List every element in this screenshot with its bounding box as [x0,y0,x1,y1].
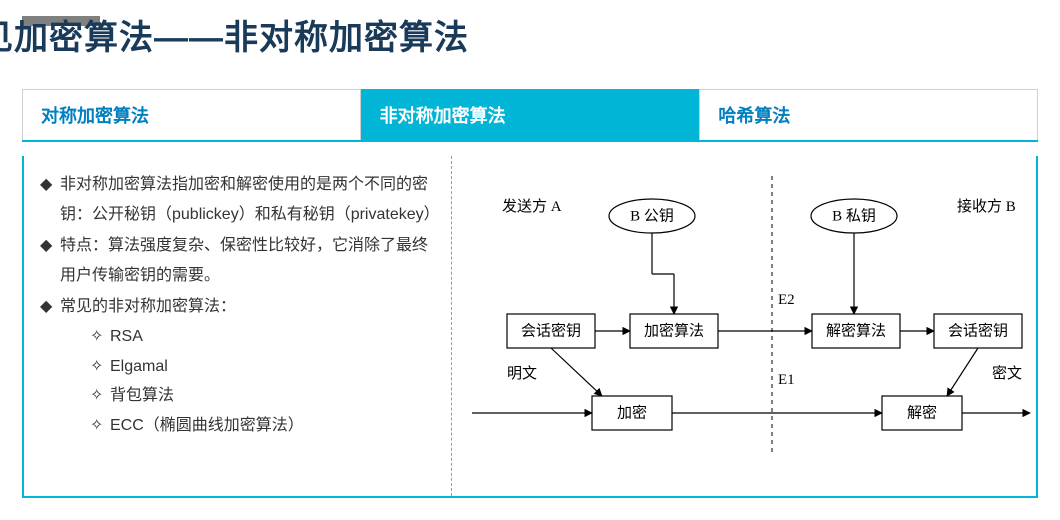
label-pubkey: B 公钥 [630,207,674,224]
sub-list: ✧ RSA ✧ Elgamal ✧ 背包算法 ✧ ECC（椭圆曲线加密算法） [90,322,435,440]
page-title: 常见加密算法——非对称加密算法 [0,10,960,59]
bullet-text: 特点：算法强度复杂、保密性比较好，它消除了最终用户传输密钥的需要。 [60,231,435,292]
bullet-text: 常见的非对称加密算法： [60,292,236,322]
label-session-key-right: 会话密钥 [948,322,1008,339]
tab-symmetric[interactable]: 对称加密算法 [22,89,361,140]
list-item: ✧ RSA [90,322,435,352]
label-plaintext: 明文 [507,365,537,382]
list-item: ✧ 背包算法 [90,381,435,411]
label-receiver: 接收方 B [957,198,1016,215]
label-ciphertext: 密文 [992,365,1022,382]
edge [947,348,978,396]
flow-diagram: 发送方 A 接收方 B B 公钥 B 私钥 会话密钥 加密算法 解密算法 会话密… [452,156,1036,496]
bullet-item: ◆ 非对称加密算法指加密和解密使用的是两个不同的密钥：公开秘钥（publicke… [40,170,435,231]
sub-marker: ✧ [90,411,110,441]
text-column: ◆ 非对称加密算法指加密和解密使用的是两个不同的密钥：公开秘钥（publicke… [24,156,452,496]
sub-text: RSA [110,322,143,352]
label-privkey: B 私钥 [832,207,876,224]
sub-marker: ✧ [90,381,110,411]
bullet-marker: ◆ [40,231,60,292]
sub-marker: ✧ [90,352,110,382]
content-panel: ◆ 非对称加密算法指加密和解密使用的是两个不同的密钥：公开秘钥（publicke… [22,156,1038,498]
bullet-text: 非对称加密算法指加密和解密使用的是两个不同的密钥：公开秘钥（publickey）… [60,170,435,231]
slide-root: 常见加密算法——非对称加密算法 对称加密算法 非对称加密算法 哈希算法 ◆ 非对… [0,0,1060,520]
bullet-item: ◆ 特点：算法强度复杂、保密性比较好，它消除了最终用户传输密钥的需要。 [40,231,435,292]
sub-marker: ✧ [90,322,110,352]
tab-bar: 对称加密算法 非对称加密算法 哈希算法 [22,89,1038,142]
label-e2: E2 [778,292,795,308]
sub-text: ECC（椭圆曲线加密算法） [110,411,304,441]
bullet-marker: ◆ [40,170,60,231]
bullet-item: ◆ 常见的非对称加密算法： [40,292,435,322]
label-sender: 发送方 A [502,198,562,215]
sub-text: 背包算法 [110,381,174,411]
sub-text: Elgamal [110,352,168,382]
label-e1: E1 [778,372,795,388]
label-decrypt-alg: 解密算法 [826,321,886,339]
list-item: ✧ Elgamal [90,352,435,382]
label-decrypt: 解密 [907,404,937,421]
bullet-marker: ◆ [40,292,60,322]
tab-hash[interactable]: 哈希算法 [699,89,1038,140]
list-item: ✧ ECC（椭圆曲线加密算法） [90,411,435,441]
tab-asymmetric[interactable]: 非对称加密算法 [361,89,700,140]
label-encrypt-alg: 加密算法 [644,321,704,339]
label-session-key-left: 会话密钥 [521,322,581,339]
edge [551,348,602,396]
label-encrypt: 加密 [617,404,647,421]
diagram-column: 发送方 A 接收方 B B 公钥 B 私钥 会话密钥 加密算法 解密算法 会话密… [452,156,1036,496]
